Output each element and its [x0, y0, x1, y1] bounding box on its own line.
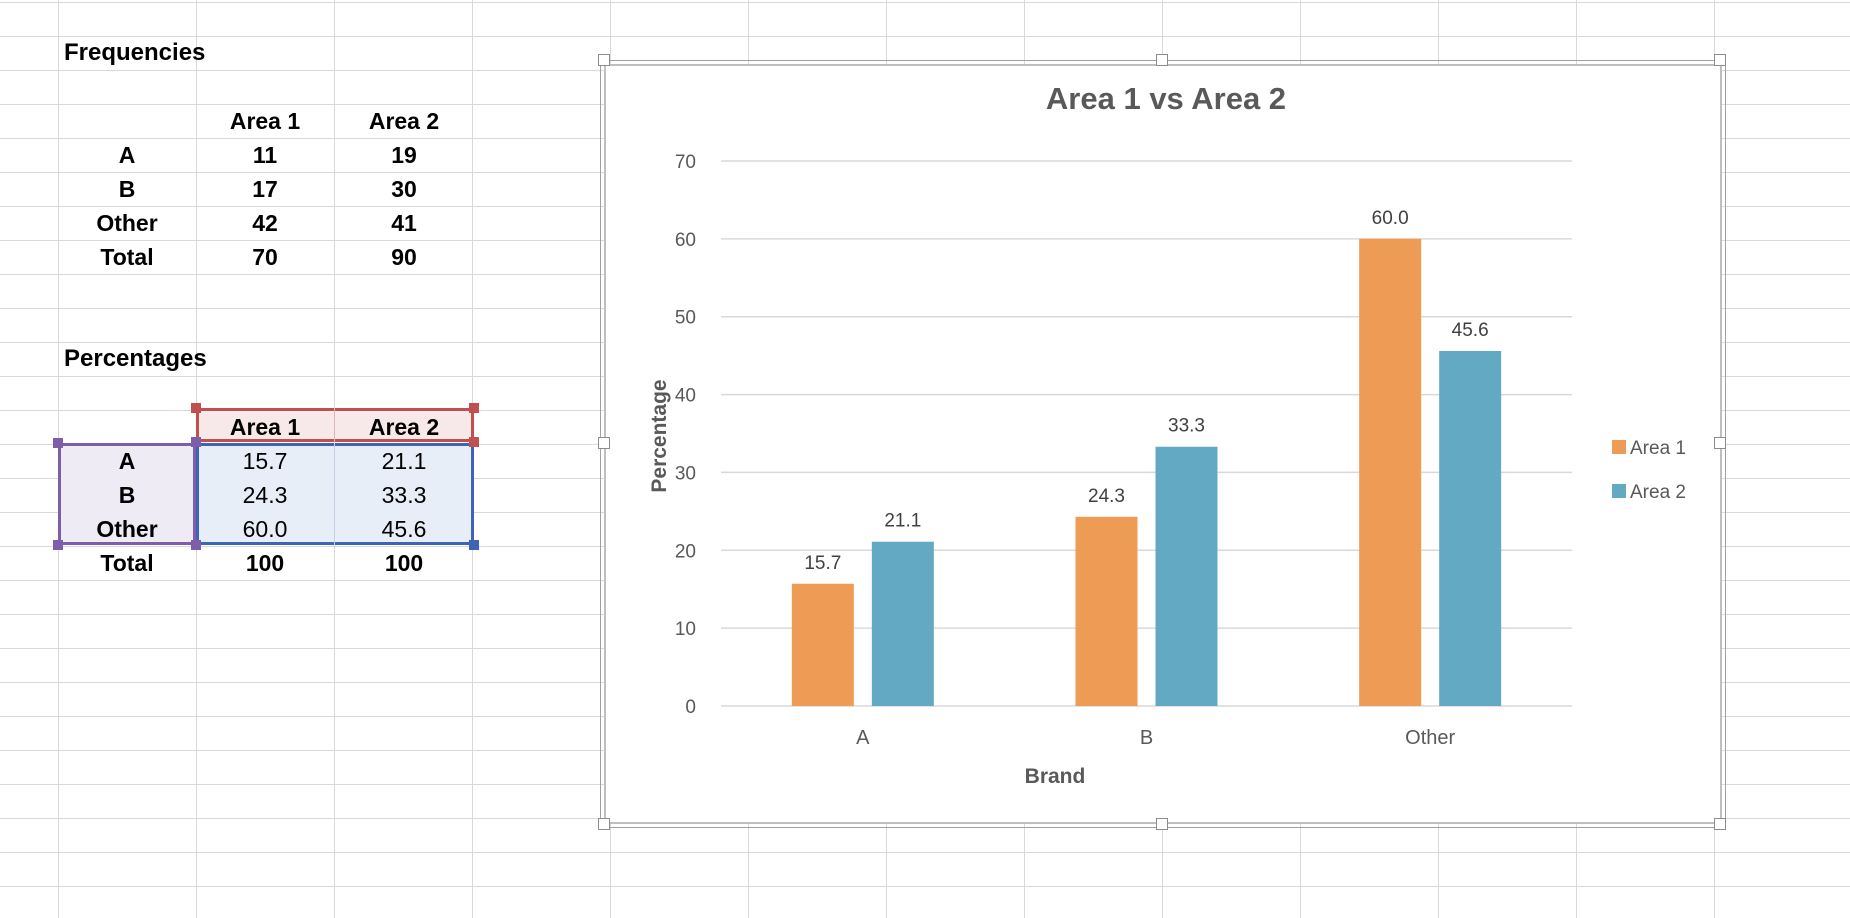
pct-cell[interactable]: 60.0	[242, 516, 288, 542]
pct-cell[interactable]: 24.3	[242, 482, 288, 508]
bar-area-1-other[interactable]	[1359, 238, 1422, 706]
selection-handle[interactable]	[191, 540, 201, 550]
pct-header-area2[interactable]: Area 2	[368, 414, 440, 440]
pct-cell[interactable]: 15.7	[242, 448, 288, 474]
y-tick-label: 50	[675, 308, 696, 329]
freq-cell[interactable]: 41	[391, 210, 417, 236]
chart-resize-handle[interactable]	[1156, 54, 1168, 66]
freq-cell[interactable]: 17	[252, 176, 278, 202]
freq-cell[interactable]: 42	[252, 210, 278, 236]
selection-handle[interactable]	[191, 437, 201, 447]
freq-cell[interactable]: 19	[391, 142, 417, 168]
selection-handle[interactable]	[469, 403, 479, 413]
x-axis-title[interactable]: Brand	[1025, 765, 1086, 788]
data-label[interactable]: 21.1	[884, 511, 921, 532]
chart-area[interactable]: Area 1 vs Area 2 Brand Percentage 0 10 20 3…	[604, 64, 1722, 824]
legend-swatch[interactable]	[1612, 484, 1626, 498]
selection-handle[interactable]	[53, 438, 63, 448]
pct-header-area1[interactable]: Area 1	[229, 414, 301, 440]
series-values-selection[interactable]	[196, 443, 474, 545]
legend-swatch[interactable]	[1612, 440, 1626, 454]
x-tick-label: Other	[1405, 727, 1455, 749]
legend-label[interactable]: Area 1	[1630, 438, 1686, 459]
selection-handle[interactable]	[53, 540, 63, 550]
pct-cell[interactable]: 45.6	[381, 516, 427, 542]
freq-header-area2[interactable]: Area 2	[368, 108, 440, 134]
freq-cell[interactable]: 70	[252, 244, 278, 270]
selection-handle[interactable]	[191, 403, 201, 413]
data-label[interactable]: 60.0	[1372, 208, 1409, 229]
x-tick-label: B	[1140, 727, 1153, 749]
y-tick-label: 10	[675, 619, 696, 640]
frequencies-title[interactable]: Frequencies	[64, 39, 206, 66]
pct-row-label[interactable]: Total	[100, 550, 154, 576]
freq-cell[interactable]: 11	[252, 142, 278, 168]
header-divider	[334, 408, 335, 442]
series-name-selection[interactable]	[196, 408, 474, 442]
freq-cell[interactable]: 90	[391, 244, 417, 270]
data-label[interactable]: 24.3	[1088, 486, 1125, 507]
bar-area-1-b[interactable]	[1075, 516, 1138, 706]
y-tick-label: 70	[675, 152, 696, 173]
bar-chart: Area 1 vs Area 2 Brand Percentage 0 10 20 3…	[648, 81, 1686, 788]
data-label[interactable]: 45.6	[1452, 320, 1489, 341]
y-axis-title[interactable]: Percentage	[648, 379, 671, 492]
bar-area-1-a[interactable]	[791, 583, 854, 706]
y-tick-label: 0	[685, 697, 696, 718]
chart-resize-handle[interactable]	[598, 437, 610, 449]
chart-resize-handle[interactable]	[1714, 54, 1726, 66]
chart-resize-handle[interactable]	[1156, 818, 1168, 830]
pct-cell[interactable]: 100	[245, 550, 285, 576]
category-label-selection[interactable]	[58, 443, 196, 545]
freq-row-label[interactable]: Total	[100, 244, 154, 270]
pct-cell[interactable]: 33.3	[381, 482, 427, 508]
chart-resize-handle[interactable]	[598, 818, 610, 830]
pct-row-label[interactable]: A	[118, 448, 136, 474]
chart-resize-handle[interactable]	[1714, 818, 1726, 830]
data-label[interactable]: 33.3	[1168, 416, 1205, 437]
freq-header-area1[interactable]: Area 1	[229, 108, 301, 134]
percentages-title[interactable]: Percentages	[64, 345, 207, 372]
y-tick-label: 30	[675, 463, 696, 484]
bar-area-2-b[interactable]	[1155, 446, 1218, 706]
selection-handle[interactable]	[469, 540, 479, 550]
x-tick-label: A	[856, 727, 870, 749]
pct-row-label[interactable]: B	[118, 482, 136, 508]
data-divider	[334, 443, 335, 545]
data-label[interactable]: 15.7	[804, 553, 841, 574]
freq-row-label[interactable]: B	[118, 176, 136, 202]
legend-label[interactable]: Area 2	[1630, 482, 1686, 503]
bar-area-2-a[interactable]	[871, 541, 934, 706]
y-tick-label: 20	[675, 541, 696, 562]
chart-resize-handle[interactable]	[598, 54, 610, 66]
freq-cell[interactable]: 30	[391, 176, 417, 202]
y-tick-label: 40	[675, 386, 696, 407]
pct-row-label[interactable]: Other	[96, 516, 158, 542]
chart-title[interactable]: Area 1 vs Area 2	[1046, 81, 1286, 116]
freq-row-label[interactable]: A	[118, 142, 136, 168]
pct-cell[interactable]: 100	[384, 550, 424, 576]
pct-cell[interactable]: 21.1	[381, 448, 427, 474]
y-tick-label: 60	[675, 230, 696, 251]
selection-handle[interactable]	[469, 437, 479, 447]
chart-resize-handle[interactable]	[1714, 437, 1726, 449]
bar-area-2-other[interactable]	[1439, 350, 1502, 706]
freq-row-label[interactable]: Other	[96, 210, 158, 236]
